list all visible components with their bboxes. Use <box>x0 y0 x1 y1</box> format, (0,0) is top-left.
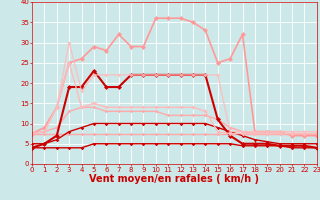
X-axis label: Vent moyen/en rafales ( km/h ): Vent moyen/en rafales ( km/h ) <box>89 174 260 184</box>
